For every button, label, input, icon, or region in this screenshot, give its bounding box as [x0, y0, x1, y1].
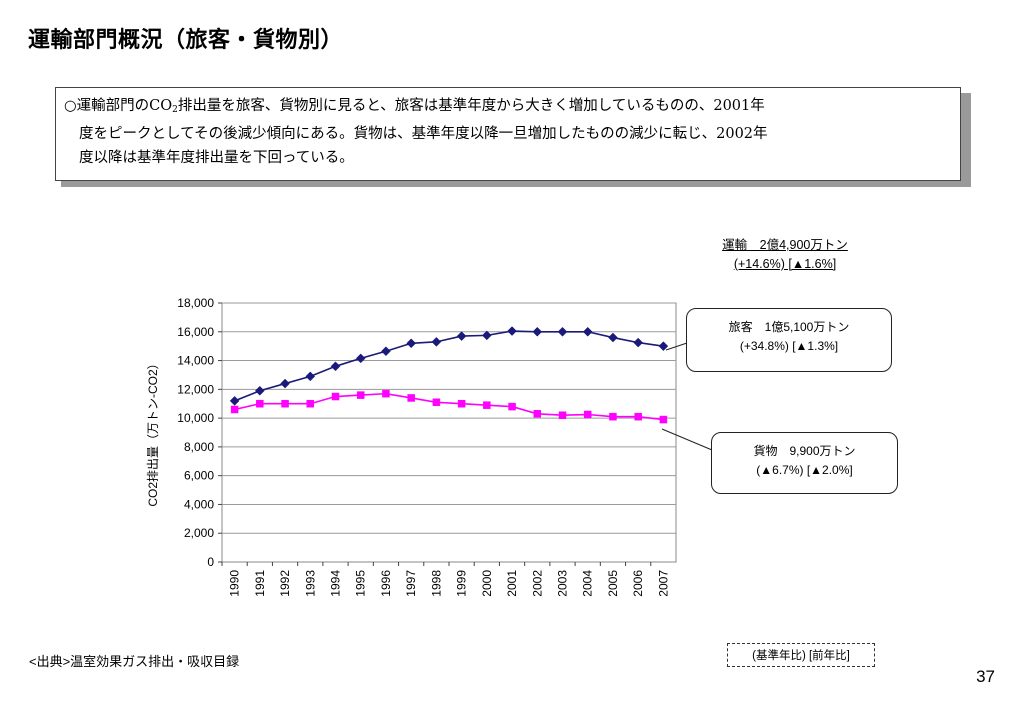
y-tick-label: 16,000: [177, 325, 214, 339]
series-point: [633, 337, 644, 348]
x-tick-label: 2006: [631, 570, 645, 597]
summary-line-1: ○運輸部門のCO2排出量を旅客、貨物別に見ると、旅客は基準年度から大きく増加して…: [64, 94, 952, 122]
passenger-callout-line-2: (+34.8%) [▲1.3%]: [739, 339, 839, 353]
series-point: [557, 326, 568, 337]
x-tick-label: 2000: [480, 570, 494, 597]
y-tick-label: 12,000: [177, 382, 214, 396]
series-point: [382, 389, 390, 398]
summary-text-1a: ○運輸部門のCO: [64, 98, 173, 114]
x-tick-label: 2002: [530, 570, 544, 597]
x-tick-label: 1997: [404, 570, 418, 597]
series-point: [356, 391, 365, 399]
page-number: 37: [976, 667, 995, 686]
series-point: [507, 326, 517, 336]
y-tick-label: 2,000: [184, 526, 214, 540]
x-tick-label: 2003: [556, 570, 570, 597]
series-point: [481, 330, 492, 341]
y-tick-label: 18,000: [177, 296, 214, 310]
x-tick-label: 1994: [329, 570, 343, 597]
passenger-pointer: [665, 342, 688, 351]
series-line: [234, 392, 664, 421]
series-point: [456, 331, 467, 341]
x-tick-label: 2004: [581, 570, 595, 597]
series-point: [609, 412, 617, 421]
transport-total-label: 運輸 2億4,900万トン (+14.6%) [▲1.6%]: [700, 236, 870, 274]
series-group: [229, 326, 669, 424]
summary-box: ○運輸部門のCO2排出量を旅客、貨物別に見ると、旅客は基準年度から大きく増加して…: [55, 87, 961, 181]
series-point: [508, 402, 516, 411]
source-note: <出典>温室効果ガス排出・吸収目録: [29, 654, 240, 669]
transport-total-line-2: (+14.6%) [▲1.6%]: [733, 257, 837, 271]
series-point: [558, 411, 567, 419]
series-point: [280, 378, 290, 389]
series-point: [431, 336, 442, 347]
series-point: [229, 395, 240, 406]
series-point: [432, 398, 441, 407]
series-point: [582, 326, 593, 337]
grid-lines: [218, 302, 676, 566]
series-point: [457, 399, 466, 408]
page-title: 運輸部門概況（旅客・貨物別）: [28, 28, 344, 53]
series-point: [608, 332, 618, 343]
series-point: [658, 341, 669, 352]
x-tick-label: 1990: [228, 570, 242, 597]
series-point: [256, 399, 264, 408]
x-tick-label: 2005: [606, 570, 620, 597]
series-point: [331, 392, 340, 401]
x-tick-label: 1993: [303, 570, 317, 597]
x-tick-label: 1991: [253, 570, 267, 597]
series-point: [305, 371, 316, 382]
freight-callout: 貨物 9,900万トン (▲6.7%) [▲2.0%]: [711, 432, 898, 494]
freight-pointer: [661, 428, 713, 451]
x-tick-labels: 1990 1991 1992 1993 1994 1995 1996 1997 1998 1999…: [228, 570, 671, 597]
y-tick-label: 14,000: [177, 354, 214, 368]
series-point: [406, 338, 417, 349]
series-point: [355, 353, 366, 364]
series-point: [254, 385, 265, 396]
series-point: [407, 394, 415, 402]
series-point: [306, 399, 315, 408]
x-tick-label: 1998: [429, 570, 443, 597]
series-point: [281, 399, 289, 408]
x-tick-label: 2007: [656, 570, 670, 597]
series-point: [483, 401, 491, 409]
y-axis-label: CO2排出量（万トン-CO2）: [146, 357, 160, 506]
x-tick-label: 1992: [278, 570, 292, 597]
series-point: [659, 415, 668, 424]
series-point: [532, 326, 543, 337]
x-tick-label: 2001: [505, 570, 519, 597]
y-tick-label: 6,000: [184, 469, 214, 483]
transport-total-line-1: 運輸 2億4,900万トン: [722, 238, 848, 252]
summary-subscript: 2: [172, 105, 178, 115]
y-tick-label: 8,000: [184, 440, 214, 454]
x-tick-label: 1996: [379, 570, 393, 597]
y-tick-labels: 0 2,000 4,000 6,000 8,000 10,000 12,000 14,000 1…: [177, 296, 214, 569]
series-point: [533, 410, 542, 418]
series-point: [230, 405, 239, 414]
y-tick-label: 4,000: [184, 497, 214, 511]
series-line: [234, 330, 664, 402]
plot-area: [221, 302, 677, 563]
series-point: [583, 410, 592, 419]
y-tick-label: 0: [207, 555, 214, 569]
series-point: [634, 412, 642, 421]
x-tick-label: 1995: [354, 570, 368, 597]
series-point: [330, 361, 341, 372]
x-tick-label: 1999: [455, 570, 469, 597]
freight-callout-line-2: (▲6.7%) [▲2.0%]: [756, 463, 853, 477]
y-tick-label: 10,000: [177, 411, 214, 425]
summary-text-1b: 排出量を旅客、貨物別に見ると、旅客は基準年度から大きく増加しているものの、200…: [177, 98, 765, 114]
comparison-legend-note: (基準年比) [前年比]: [727, 643, 875, 667]
passenger-callout: 旅客 1億5,100万トン (+34.8%) [▲1.3%]: [686, 308, 892, 372]
summary-line-2: 度をピークとしてその後減少傾向にある。貨物は、基準年度以降一旦増加したものの減少…: [79, 126, 768, 142]
freight-callout-line-1: 貨物 9,900万トン: [753, 444, 856, 458]
passenger-callout-line-1: 旅客 1億5,100万トン: [728, 320, 850, 334]
series-point: [381, 346, 391, 357]
summary-line-3: 度以降は基準年度排出量を下回っている。: [79, 150, 354, 166]
